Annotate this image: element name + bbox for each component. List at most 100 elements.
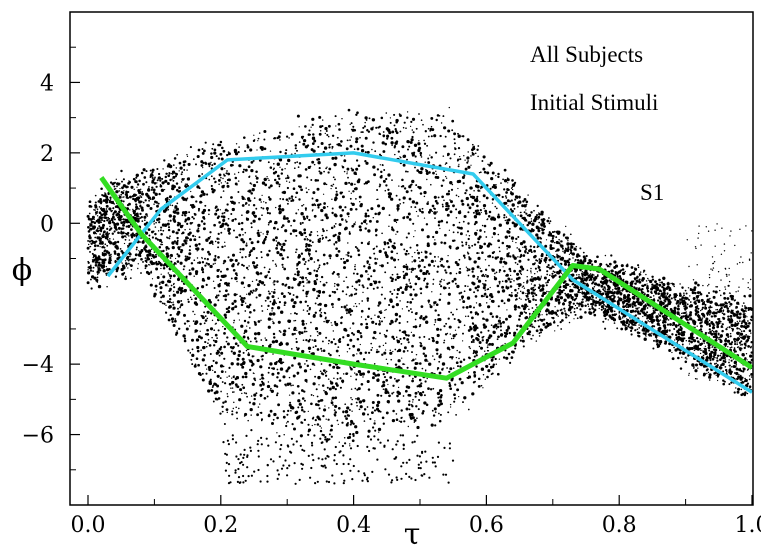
scatter-point [305, 338, 308, 342]
scatter-point [638, 327, 641, 329]
scatter-point [313, 163, 316, 166]
scatter-point [214, 361, 218, 365]
scatter-point [156, 218, 159, 222]
scatter-point [685, 313, 688, 315]
scatter-point [260, 201, 262, 203]
scatter-point [359, 201, 361, 203]
scatter-point [255, 176, 259, 180]
scatter-point [589, 273, 592, 275]
scatter-point [552, 247, 555, 250]
scatter-point [577, 276, 580, 278]
scatter-point [98, 225, 101, 228]
scatter-point [327, 239, 330, 242]
scatter-point [267, 366, 271, 370]
scatter-point [292, 304, 296, 309]
scatter-point [155, 253, 157, 256]
scatter-point [201, 147, 204, 151]
scatter-point [295, 340, 298, 344]
scatter-point [92, 266, 95, 269]
scatter-point [305, 276, 307, 279]
scatter-point [165, 311, 168, 314]
scatter-point [196, 154, 200, 159]
scatter-point [266, 296, 270, 300]
scatter-point [716, 325, 720, 329]
scatter-point [439, 227, 441, 230]
scatter-point [307, 339, 311, 343]
scatter-point [537, 265, 541, 269]
scatter-point [417, 142, 421, 146]
scatter-point [434, 199, 438, 203]
scatter-point [711, 329, 714, 332]
scatter-point [424, 250, 426, 252]
scatter-point [390, 136, 394, 140]
scatter-point [207, 250, 210, 254]
scatter-point [332, 306, 334, 308]
scatter-point [708, 306, 711, 309]
scatter-point [188, 269, 191, 272]
scatter-point [321, 125, 324, 128]
scatter-point [518, 259, 522, 263]
scatter-point [136, 183, 140, 186]
scatter-point [288, 181, 291, 183]
scatter-point [351, 332, 354, 335]
scatter-point [514, 288, 517, 292]
scatter-point [356, 329, 361, 334]
scatter-point [724, 339, 728, 343]
scatter-point [95, 278, 99, 282]
scatter-point [419, 344, 423, 348]
scatter-point [97, 255, 100, 258]
scatter-point [173, 240, 177, 243]
scatter-point [621, 317, 624, 319]
scatter-point [328, 363, 332, 367]
scatter-point [445, 322, 448, 325]
scatter-point [389, 121, 392, 124]
scatter-point [629, 309, 634, 314]
scatter-point [241, 247, 245, 251]
scatter-point [536, 226, 540, 230]
scatter-point [448, 370, 451, 373]
scatter-point [197, 207, 201, 211]
scatter-point [324, 390, 328, 394]
scatter-point [397, 210, 399, 212]
scatter-point [426, 144, 429, 147]
scatter-point [475, 212, 479, 216]
scatter-point [96, 215, 99, 217]
scatter-point [414, 206, 417, 209]
scatter-point [355, 159, 359, 162]
scatter-point [217, 143, 220, 147]
scatter-point [706, 341, 708, 344]
scatter-point [721, 323, 724, 326]
scatter-point [708, 319, 711, 322]
scatter-point [225, 289, 228, 293]
scatter-point [659, 324, 661, 327]
scatter-point [230, 362, 234, 366]
scatter-point [460, 295, 465, 299]
scatter-point [508, 235, 511, 238]
scatter-point [729, 332, 732, 335]
scatter-point [311, 417, 314, 420]
scatter-point [537, 229, 541, 233]
scatter-point [381, 353, 384, 356]
scatter-point [236, 293, 238, 296]
scatter-point [329, 429, 332, 432]
scatter-point [172, 217, 176, 221]
scatter-point [476, 285, 480, 289]
scatter-point [286, 217, 289, 220]
scatter-point [605, 309, 607, 312]
scatter-point [683, 292, 685, 294]
scatter-point [652, 295, 655, 297]
scatter-point [109, 181, 113, 184]
scatter-point [256, 264, 259, 267]
scatter-point [694, 363, 699, 367]
scatter-point [114, 246, 118, 249]
scatter-point [366, 297, 370, 300]
scatter-point [427, 299, 431, 303]
scatter-point [583, 272, 585, 274]
scatter-point [591, 302, 594, 306]
scatter-point [282, 249, 286, 252]
scatter-point [219, 279, 222, 282]
scatter-point [101, 246, 104, 249]
scatter-point [215, 209, 218, 212]
scatter-point [519, 311, 524, 315]
scatter-point [703, 315, 706, 318]
